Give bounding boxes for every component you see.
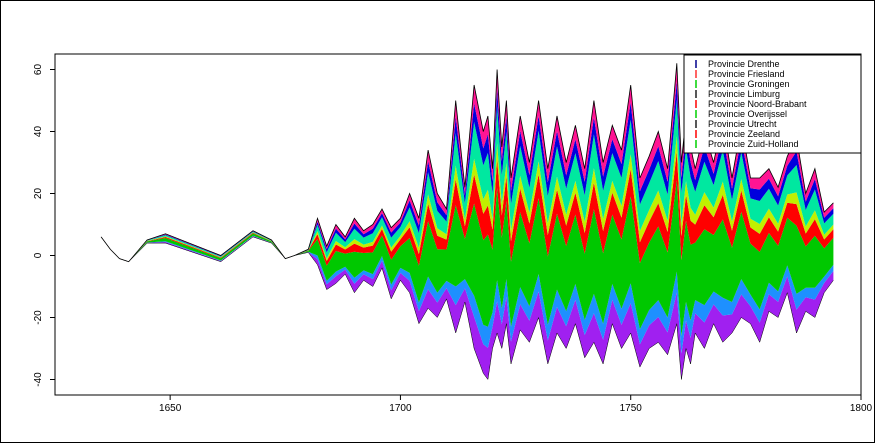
area-utrecht [101,236,834,380]
area-bottom-outline [100,236,834,381]
y-axis: -40 -20 0 20 40 60 [33,64,55,387]
plot-area-border [54,53,862,396]
y-tick-label: 20 [33,188,44,200]
y-tick-label: 40 [33,126,44,138]
legend-label: Provincie Overijssel [708,109,787,119]
legend-label: Provincie Utrecht [708,119,777,129]
area-layers [100,63,834,381]
x-tick-label: 1750 [620,403,643,414]
area-groningen [101,180,834,337]
legend-label: Provincie Friesland [708,69,785,79]
legend-label: Provincie Groningen [708,79,790,89]
area-zuid-holland [101,99,834,262]
legend-label: Provincie Drenthe [708,59,780,69]
area-noord-brabant [101,151,834,266]
y-tick-label: -40 [33,372,44,387]
x-tick-label: 1650 [159,403,182,414]
legend-box [683,54,862,154]
legend-label: Provincie Zeeland [708,129,780,139]
legend-label: Provincie Noord-Brabant [708,99,807,109]
area-blue-low [101,235,834,354]
y-tick-label: 0 [33,252,44,258]
legend-label: Provincie Limburg [708,89,780,99]
legend-label: Provincie Zuid-Holland [708,139,799,149]
y-tick-label: -20 [33,310,44,325]
area-overijssel [101,136,834,262]
x-axis: 1650 1700 1750 1800 [159,395,873,414]
x-tick-label: 1700 [389,403,412,414]
x-tick-label: 1800 [850,403,873,414]
y-tick-label: 60 [33,64,44,76]
